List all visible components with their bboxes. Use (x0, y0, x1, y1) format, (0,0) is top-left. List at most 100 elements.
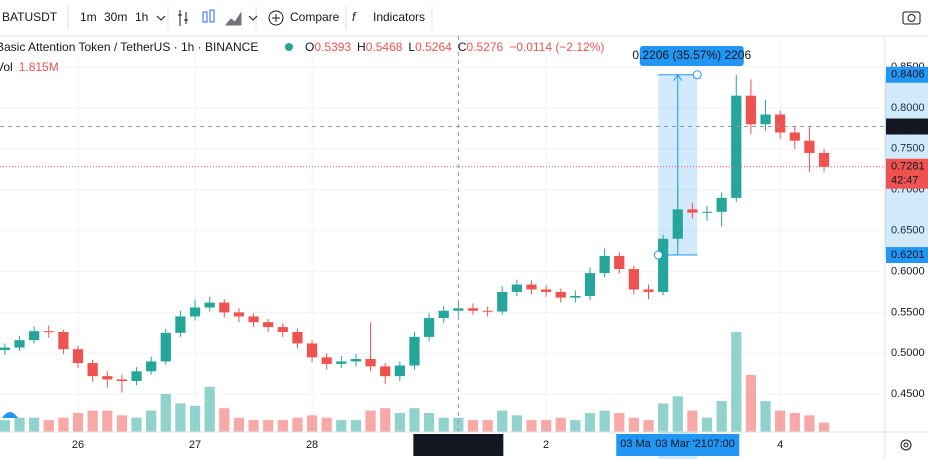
candle-body (467, 308, 479, 311)
y-tick-label: 0.6500 (891, 225, 925, 237)
candle-body (599, 255, 610, 274)
candle-body (350, 358, 362, 362)
measure-handle (653, 250, 663, 260)
volume-bar (701, 417, 713, 432)
candle-body (584, 273, 596, 297)
candle-body (423, 318, 435, 337)
volume-bar (14, 417, 25, 432)
volume-bar (453, 417, 464, 432)
volume-bar (233, 417, 245, 432)
volume-bar (336, 420, 347, 432)
x-tick-label: 4 (777, 439, 783, 451)
compare-button[interactable]: Compare (290, 10, 340, 24)
volume-bar (219, 408, 230, 432)
candle-body (511, 284, 522, 292)
volume-value: 1.815M (19, 60, 59, 74)
status-dot (285, 43, 293, 51)
x-tick-label: 28 (306, 439, 318, 451)
ohlc-value: 0.5276 (466, 40, 503, 54)
candle-body (292, 331, 303, 344)
volume-bar (263, 420, 274, 432)
volume-bar (482, 420, 493, 432)
crosshair-badge (413, 434, 504, 456)
volume-bar (438, 417, 449, 432)
indicators-button[interactable]: Indicators (373, 10, 425, 24)
candle-body (43, 331, 54, 333)
measure-label: 0.2206 (35.57%) 2206 (632, 48, 751, 62)
ohlc-value: 0.5393 (314, 40, 351, 54)
volume-bar (511, 415, 522, 432)
candle-body (745, 95, 757, 125)
interval-button[interactable]: 1h (135, 10, 148, 24)
chart-title: Basic Attention Token / TetherUS · 1h · … (0, 40, 258, 54)
candle-body (409, 336, 420, 366)
volume-bar (277, 420, 288, 432)
price-badge (886, 247, 928, 264)
indicators-icon[interactable]: f (352, 10, 357, 24)
y-tick-label: 0.7500 (891, 143, 925, 155)
candle-body (336, 361, 347, 364)
volume-bar (584, 412, 596, 432)
candle-body (175, 316, 186, 333)
crosshair-time: 06:00 (470, 438, 498, 450)
volume-bar (292, 417, 303, 432)
candle-body (789, 132, 800, 141)
ohlc-key: L (408, 40, 415, 54)
volume-bar (394, 412, 405, 432)
price-badge-label: 0.6201 (891, 249, 925, 261)
x-tick-label: 2 (543, 439, 549, 451)
time-badge (616, 434, 657, 456)
candle-body (701, 211, 713, 213)
candle-body (394, 365, 405, 377)
x-tick-label: 27 (189, 439, 201, 451)
chart-type-icons[interactable] (178, 9, 258, 26)
candle-body (570, 296, 581, 298)
ohlc-key: H (357, 40, 366, 54)
volume-bar (175, 403, 186, 432)
snapshot-icon[interactable] (902, 11, 921, 25)
volume-bar (0, 420, 10, 432)
plot-area (0, 36, 885, 432)
volume-bar (72, 412, 84, 432)
compare-icon[interactable] (268, 10, 284, 26)
volume-bar (116, 415, 128, 432)
volume-bar (526, 420, 537, 432)
settings-icon[interactable] (900, 439, 912, 451)
candle-body (482, 310, 493, 312)
candle-body (760, 114, 771, 125)
countdown: 42:47 (891, 175, 919, 187)
candle-body (716, 197, 727, 212)
price-badge-label: 0.7281 (891, 161, 925, 173)
volume-bar (672, 396, 683, 432)
interval-chevron[interactable] (156, 15, 166, 21)
candle-body (160, 332, 171, 362)
volume-bar (321, 417, 332, 432)
candle-body (306, 343, 318, 358)
candle-body (29, 331, 40, 341)
volume-bar (555, 417, 566, 432)
volume-bar (248, 420, 259, 432)
separators (67, 6, 433, 30)
interval-button[interactable]: 1m (80, 10, 97, 24)
volume-bar (102, 410, 113, 432)
price-badge (886, 118, 928, 135)
time-badge-label: 07:00 (707, 438, 735, 450)
volume-bar (599, 410, 610, 432)
candle-body (131, 371, 142, 382)
volume-key: Vol (0, 60, 13, 74)
candle-body (248, 316, 259, 323)
symbol[interactable]: BATUSDT (2, 10, 58, 24)
y-tick-label: 0.5000 (891, 347, 925, 359)
volume-bar (760, 401, 771, 432)
volume-bar (380, 408, 391, 432)
volume-bar (687, 410, 698, 432)
ohlc-key: O (305, 40, 314, 54)
interval-button[interactable]: 30m (104, 10, 127, 24)
candle-body (0, 347, 10, 350)
candle-body (146, 361, 157, 372)
candle-body (72, 349, 84, 364)
crosshair-date: 01 Mar '21 (418, 438, 470, 450)
candle-body (438, 310, 449, 319)
